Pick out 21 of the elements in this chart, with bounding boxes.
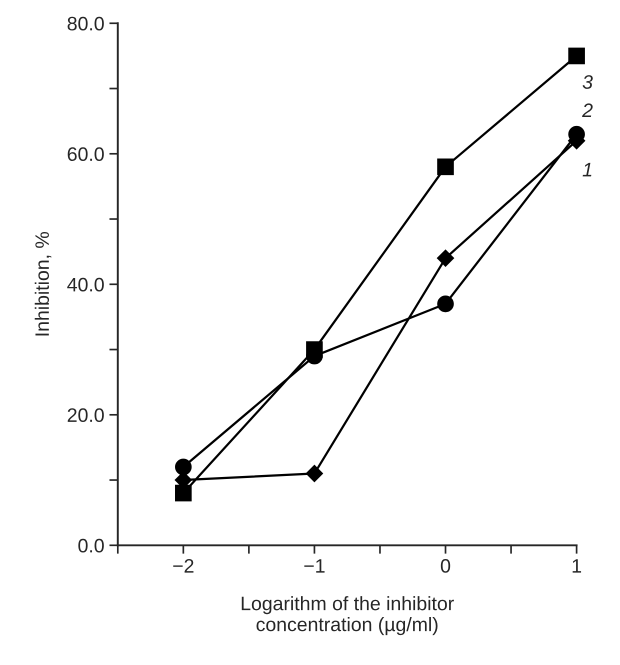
point — [175, 458, 192, 476]
point — [437, 296, 454, 312]
point — [437, 158, 454, 176]
series-label: 2 — [582, 103, 593, 118]
x-tick-label: 0 — [440, 559, 450, 573]
x-tick-label: −2 — [173, 559, 194, 573]
series-label: 1 — [582, 162, 592, 176]
point — [175, 484, 192, 502]
y-axis-title: Inhibition, % — [34, 232, 52, 336]
point — [436, 250, 454, 267]
series-label: 3 — [582, 75, 593, 89]
x-axis-title: Logarithm of the inhibitor concentration (µg/ml) — [242, 596, 454, 636]
y-tick-label: 0.0 — [78, 538, 104, 553]
y-tick-label: 40.0 — [67, 278, 104, 292]
x-tick-label: −1 — [304, 559, 325, 573]
y-tick-label: 80.0 — [68, 16, 104, 31]
point — [306, 464, 323, 482]
y-tick-label: 60.0 — [68, 147, 104, 162]
point — [568, 48, 585, 64]
y-tick-label: 20.0 — [68, 408, 104, 422]
x-tick-label: 1 — [572, 559, 582, 573]
